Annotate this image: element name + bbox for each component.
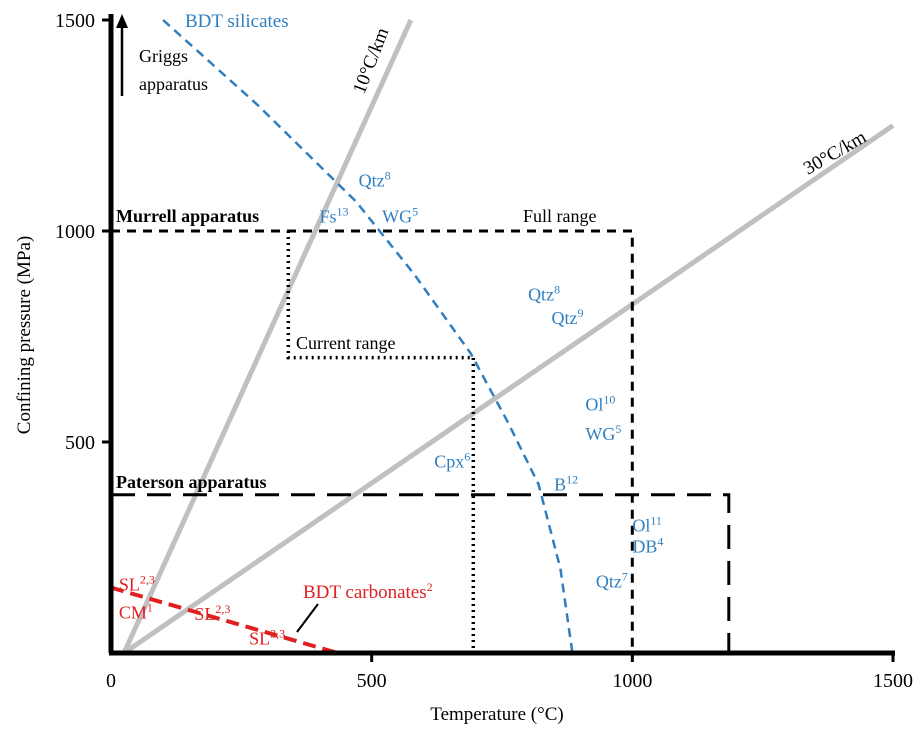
ticks: 0 500 1000 1500 500 1000 1500: [55, 10, 913, 692]
x-tick-label: 1000: [612, 670, 652, 692]
annotation-cm1: CM1: [119, 600, 153, 622]
geotherm-line-1: [122, 123, 895, 656]
annotation-qtz8b: Qtz8: [528, 283, 560, 305]
annotation-ol11: Ol11: [632, 513, 662, 535]
x-tick-label: 500: [357, 670, 387, 692]
bdt-silicates-label: BDT silicates: [185, 11, 289, 32]
annotation-wg5a: WG5: [382, 205, 418, 227]
murrell-full-range-line: [111, 229, 634, 653]
y-tick-label: 1500: [55, 10, 95, 32]
bdt-carbonates-label: BDT carbonates2: [303, 580, 433, 603]
geotherm-30-label: 30°C/km: [800, 127, 870, 180]
annotation-qtz9: Qtz9: [552, 306, 584, 328]
griggs-arrow-head: [116, 14, 128, 28]
x-tick-label: 1500: [873, 670, 913, 692]
murrell-apparatus-label: Murrell apparatus: [116, 206, 259, 226]
annotation-ol10: Ol10: [585, 392, 615, 414]
bdt-silicates-line: [162, 19, 574, 654]
current-range-label: Current range: [296, 333, 395, 353]
x-axis-title: Temperature (°C): [430, 704, 563, 725]
annotation-b12: B12: [554, 473, 578, 495]
x-tick-label: 0: [106, 670, 116, 692]
annotation-sl23a: SL2,3: [119, 573, 155, 595]
annotation-sl23b: SL2,3: [194, 602, 230, 624]
full-range-label: Full range: [523, 206, 597, 226]
annotation-qtz8a: Qtz8: [359, 169, 391, 191]
y-axis-title: Confining pressure (MPa): [14, 236, 35, 434]
annotation-wg5b: WG5: [585, 422, 621, 444]
paterson-range-line: [111, 493, 731, 653]
y-tick-label: 500: [65, 432, 95, 454]
griggs-label-line2: apparatus: [139, 74, 208, 94]
annotation-cpx6: Cpx6: [434, 449, 470, 471]
annotation-db4: DB4: [632, 535, 663, 557]
paterson-apparatus-label: Paterson apparatus: [116, 472, 267, 492]
axes: [108, 14, 895, 656]
griggs-label-line1: Griggs: [139, 46, 188, 66]
plot-lines: [110, 18, 895, 656]
annotation-qtz7: Qtz7: [596, 570, 628, 592]
geotherm-10-label: 10°C/km: [349, 25, 393, 97]
y-tick-label: 1000: [55, 221, 95, 243]
bdt-carbonates-leader: [296, 603, 319, 633]
annotation-sl23c: SL2,3: [249, 627, 285, 649]
annotation-fs13: Fs13: [320, 205, 349, 227]
geotherm-line-0: [121, 18, 414, 655]
